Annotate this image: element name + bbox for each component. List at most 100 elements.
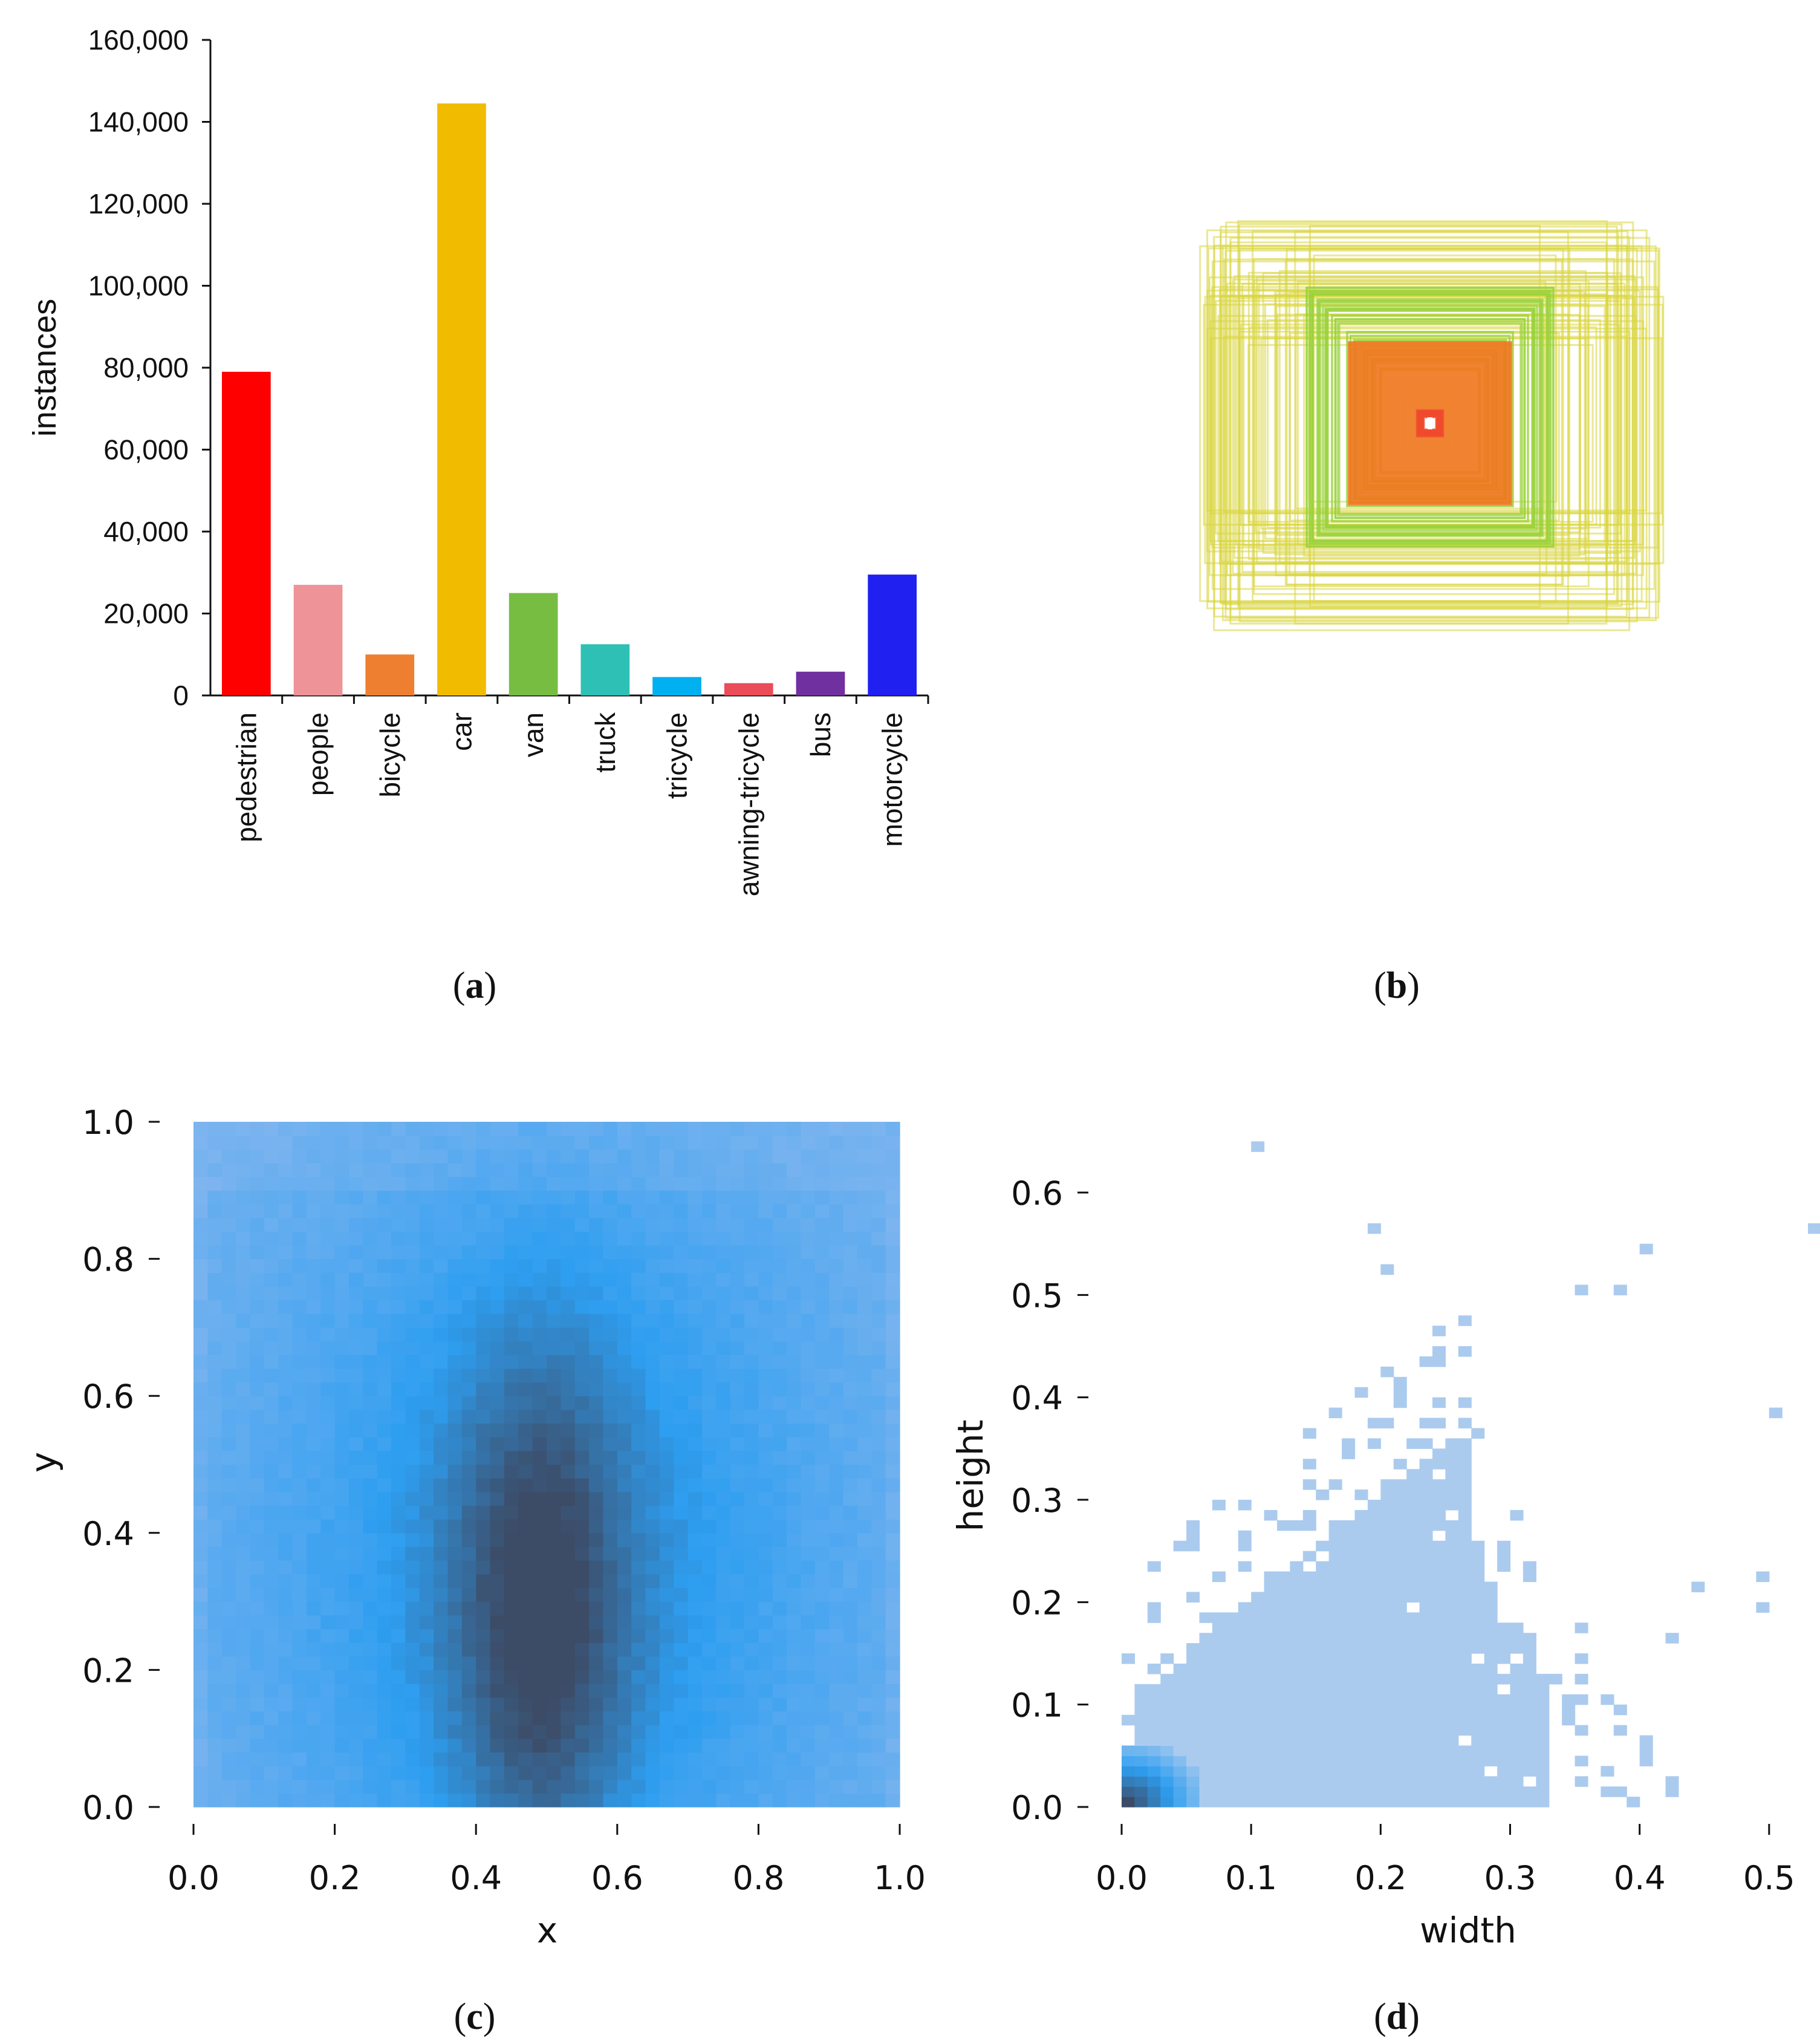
heatmap-cell <box>814 1505 830 1520</box>
bar-awning-tricycle <box>724 683 773 695</box>
heatmap-cell <box>250 1258 265 1273</box>
heatmap-cell <box>1225 1684 1239 1695</box>
heatmap-cell <box>617 1162 632 1177</box>
heatmap-cell <box>264 1327 279 1342</box>
heatmap-cell <box>292 1437 307 1451</box>
heatmap-cell <box>264 1300 279 1314</box>
heatmap-cell <box>730 1190 745 1205</box>
heatmap-cell <box>518 1519 533 1534</box>
heatmap-cell <box>561 1203 576 1219</box>
heatmap-cell <box>532 1546 547 1561</box>
heatmap-cell <box>391 1272 406 1287</box>
heatmap-cell <box>391 1793 406 1808</box>
heatmap-cell <box>278 1766 293 1780</box>
heatmap-cell <box>377 1752 392 1766</box>
heatmap-cell <box>1342 1561 1356 1572</box>
y-tick-label: 0.6 <box>1011 1174 1063 1213</box>
heatmap-cell <box>885 1162 900 1177</box>
heatmap-cell <box>687 1684 703 1698</box>
heatmap-cell <box>645 1327 660 1342</box>
heatmap-cell <box>1536 1756 1550 1766</box>
heatmap-cell <box>1173 1776 1187 1787</box>
heatmap-cell <box>292 1450 307 1465</box>
heatmap-cell <box>631 1300 646 1314</box>
heatmap-cell <box>1380 1714 1394 1726</box>
heatmap-cell <box>871 1464 886 1479</box>
heatmap-cell <box>617 1409 632 1424</box>
heatmap-cell <box>871 1245 886 1260</box>
heatmap-cell <box>1665 1633 1679 1644</box>
heatmap-cell <box>532 1601 547 1616</box>
heatmap-cell <box>236 1505 251 1520</box>
heatmap-cell <box>250 1738 265 1753</box>
heatmap-cell <box>1316 1694 1330 1705</box>
heatmap-cell <box>236 1382 251 1396</box>
heatmap-cell <box>744 1779 759 1794</box>
heatmap-cell <box>1199 1735 1213 1746</box>
heatmap-cell <box>1419 1561 1433 1572</box>
heatmap-cell <box>193 1355 208 1369</box>
heatmap-cell <box>447 1231 463 1246</box>
anchor-box <box>1311 293 1549 542</box>
heatmap-cell <box>603 1217 618 1232</box>
heatmap-cell <box>1225 1735 1239 1746</box>
heatmap-cell <box>264 1217 279 1232</box>
heatmap-cell <box>1432 1623 1446 1633</box>
heatmap-cell <box>730 1300 745 1314</box>
heatmap-cell <box>1458 1756 1472 1766</box>
heatmap-cell <box>434 1368 449 1383</box>
heatmap-cell <box>1445 1571 1459 1583</box>
heatmap-cell <box>447 1396 463 1410</box>
heatmap-cell <box>843 1779 858 1794</box>
heatmap-cell <box>518 1217 533 1232</box>
heatmap-cell <box>278 1382 293 1396</box>
heatmap-cell <box>391 1560 406 1575</box>
heatmap-cell <box>561 1217 576 1232</box>
heatmap-cell <box>561 1327 576 1342</box>
heatmap-cell <box>391 1478 406 1493</box>
heatmap-cell <box>589 1478 604 1493</box>
heatmap-cell <box>885 1149 900 1164</box>
heatmap-cell <box>1342 1725 1356 1736</box>
heatmap-cell <box>843 1135 858 1150</box>
heatmap-cell <box>518 1670 533 1684</box>
heatmap-cell <box>1290 1581 1304 1592</box>
heatmap-cell <box>1458 1592 1472 1603</box>
heatmap-cell <box>589 1423 604 1437</box>
heatmap-cell <box>1290 1643 1304 1654</box>
heatmap-cell <box>1225 1653 1239 1664</box>
heatmap-cell <box>561 1176 576 1191</box>
heatmap-cell <box>1238 1776 1252 1787</box>
heatmap-cell <box>518 1423 533 1437</box>
heatmap-cell <box>871 1396 886 1410</box>
heatmap-cell <box>447 1766 463 1780</box>
heatmap-cell <box>1212 1684 1226 1695</box>
heatmap-cell <box>617 1725 632 1739</box>
heatmap-cell <box>518 1779 533 1794</box>
heatmap-cell <box>434 1656 449 1670</box>
heatmap-cell <box>193 1272 208 1287</box>
heatmap-cell <box>405 1327 420 1342</box>
heatmap-cell <box>391 1532 406 1548</box>
heatmap-cell <box>1134 1704 1148 1716</box>
heatmap-cell <box>391 1725 406 1739</box>
heatmap-cell <box>829 1217 844 1232</box>
heatmap-cell <box>603 1176 618 1191</box>
heatmap-cell <box>320 1355 336 1369</box>
heatmap-cell <box>434 1396 449 1410</box>
heatmap-cell <box>348 1532 363 1548</box>
heatmap-cell <box>701 1231 717 1246</box>
heatmap-cell <box>617 1437 632 1451</box>
heatmap-cell <box>221 1491 236 1506</box>
heatmap-cell <box>871 1341 886 1355</box>
heatmap-cell <box>1160 1714 1174 1726</box>
heatmap-cell <box>659 1601 674 1616</box>
heatmap-cell <box>377 1437 392 1451</box>
heatmap-cell <box>674 1491 689 1506</box>
heatmap-cell <box>1277 1797 1291 1808</box>
heatmap-cell <box>236 1738 251 1753</box>
heatmap-cell <box>772 1341 787 1355</box>
x-tick-label: bus <box>805 712 836 757</box>
heatmap-cell <box>236 1711 251 1725</box>
heatmap-cell <box>1458 1633 1472 1644</box>
